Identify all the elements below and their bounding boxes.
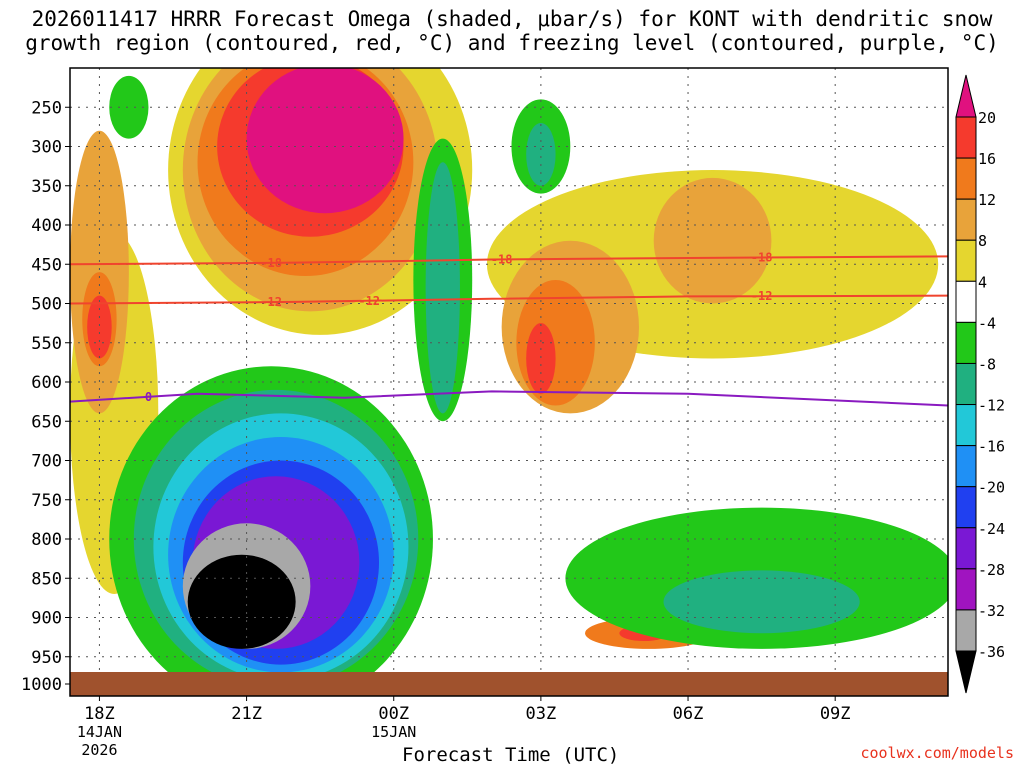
x-tick-label: 09Z [820, 704, 851, 724]
dendritic-min18-label: -18 [491, 252, 513, 266]
y-tick-label: 950 [31, 648, 62, 668]
y-tick-label: 250 [31, 98, 62, 118]
y-tick-label: 750 [31, 491, 62, 511]
colorbar-swatch [955, 486, 977, 529]
chart-title-line1: 2026011417 HRRR Forecast Omega (shaded, … [31, 7, 993, 31]
y-tick-label: 500 [31, 295, 62, 315]
freezing-level-0-label: 0 [145, 390, 152, 404]
y-tick-label: 550 [31, 334, 62, 354]
x-tick-label: 00Z [378, 704, 409, 724]
colorbar-level-label: -4 [978, 314, 996, 332]
omega-region-3 [87, 295, 112, 359]
colorbar-level-label: -8 [978, 355, 996, 373]
colorbar-level-label: 20 [978, 109, 996, 127]
omega-region-28 [187, 554, 296, 649]
colorbar-level-label: -20 [978, 479, 1005, 497]
x-tick-sublabel: 14JAN [77, 723, 122, 741]
colorbar-level-label: 12 [978, 191, 996, 209]
colorbar-swatch [955, 157, 977, 200]
colorbar-level-label: -24 [978, 520, 1005, 538]
freezing-level-0-line [70, 390, 948, 407]
colorbar-level-label: 8 [978, 232, 987, 250]
y-tick-label: 800 [31, 530, 62, 550]
omega-region-8 [246, 68, 404, 214]
omega-region-10 [653, 177, 772, 304]
colorbar-swatch [955, 445, 977, 488]
chart-title-line2: growth region (contoured, red, °C) and f… [25, 31, 999, 55]
colorbar-level-label: -32 [978, 602, 1005, 620]
y-tick-label: 600 [31, 373, 62, 393]
colorbar-top-arrow [955, 74, 977, 118]
dendritic-min12-label: -12 [751, 289, 773, 303]
x-tick-label: 06Z [673, 704, 704, 724]
colorbar-swatch [955, 198, 977, 241]
y-tick-label: 350 [31, 177, 62, 197]
dendritic-min18-label: -18 [751, 251, 773, 265]
y-tick-label: 1000 [21, 675, 62, 695]
colorbar-level-label: -36 [978, 643, 1005, 661]
y-tick-label: 300 [31, 138, 62, 158]
x-tick-label: 03Z [526, 704, 557, 724]
omega-region-16 [109, 75, 149, 139]
colorbar-level-label: -12 [978, 397, 1005, 415]
omega-region-13 [526, 323, 556, 394]
y-tick-label: 850 [31, 569, 62, 589]
dendritic-min12-label: -12 [260, 295, 282, 309]
dendritic-min12-line [70, 294, 948, 305]
y-tick-label: 700 [31, 452, 62, 472]
x-tick-sublabel: 2026 [81, 741, 117, 759]
omega-region-20 [425, 162, 460, 414]
colorbar-swatch [955, 239, 977, 282]
colorbar-swatch [955, 280, 977, 323]
colorbar-bottom-arrow [955, 650, 977, 694]
credit-text[interactable]: coolwx.com/models [860, 744, 1014, 762]
y-tick-label: 400 [31, 216, 62, 236]
dendritic-min18-line [70, 255, 948, 266]
colorbar-swatch [955, 568, 977, 611]
dendritic-min12-label: -12 [358, 294, 380, 308]
colorbar-swatch [955, 362, 977, 406]
colorbar-level-label: 16 [978, 150, 996, 168]
colorbar-swatch [955, 609, 977, 652]
dendritic-min18-label: -18 [260, 256, 282, 270]
colorbar-swatch [955, 321, 977, 364]
colorbar-level-label: 4 [978, 273, 987, 291]
colorbar-swatch [955, 527, 977, 570]
colorbar-swatch [955, 116, 977, 159]
omega-region-30 [663, 570, 860, 634]
y-tick-label: 650 [31, 412, 62, 432]
y-tick-label: 900 [31, 609, 62, 629]
x-tick-label: 18Z [84, 704, 115, 724]
x-axis-label: Forecast Time (UTC) [402, 744, 620, 766]
colorbar-swatch [955, 404, 977, 447]
colorbar-level-label: -16 [978, 438, 1005, 456]
colorbar-level-label: -28 [978, 561, 1005, 579]
ground-bar [70, 672, 948, 696]
omega-region-18 [526, 122, 556, 186]
y-tick-label: 450 [31, 255, 62, 275]
x-tick-label: 21Z [231, 704, 262, 724]
x-tick-sublabel: 15JAN [371, 723, 416, 741]
